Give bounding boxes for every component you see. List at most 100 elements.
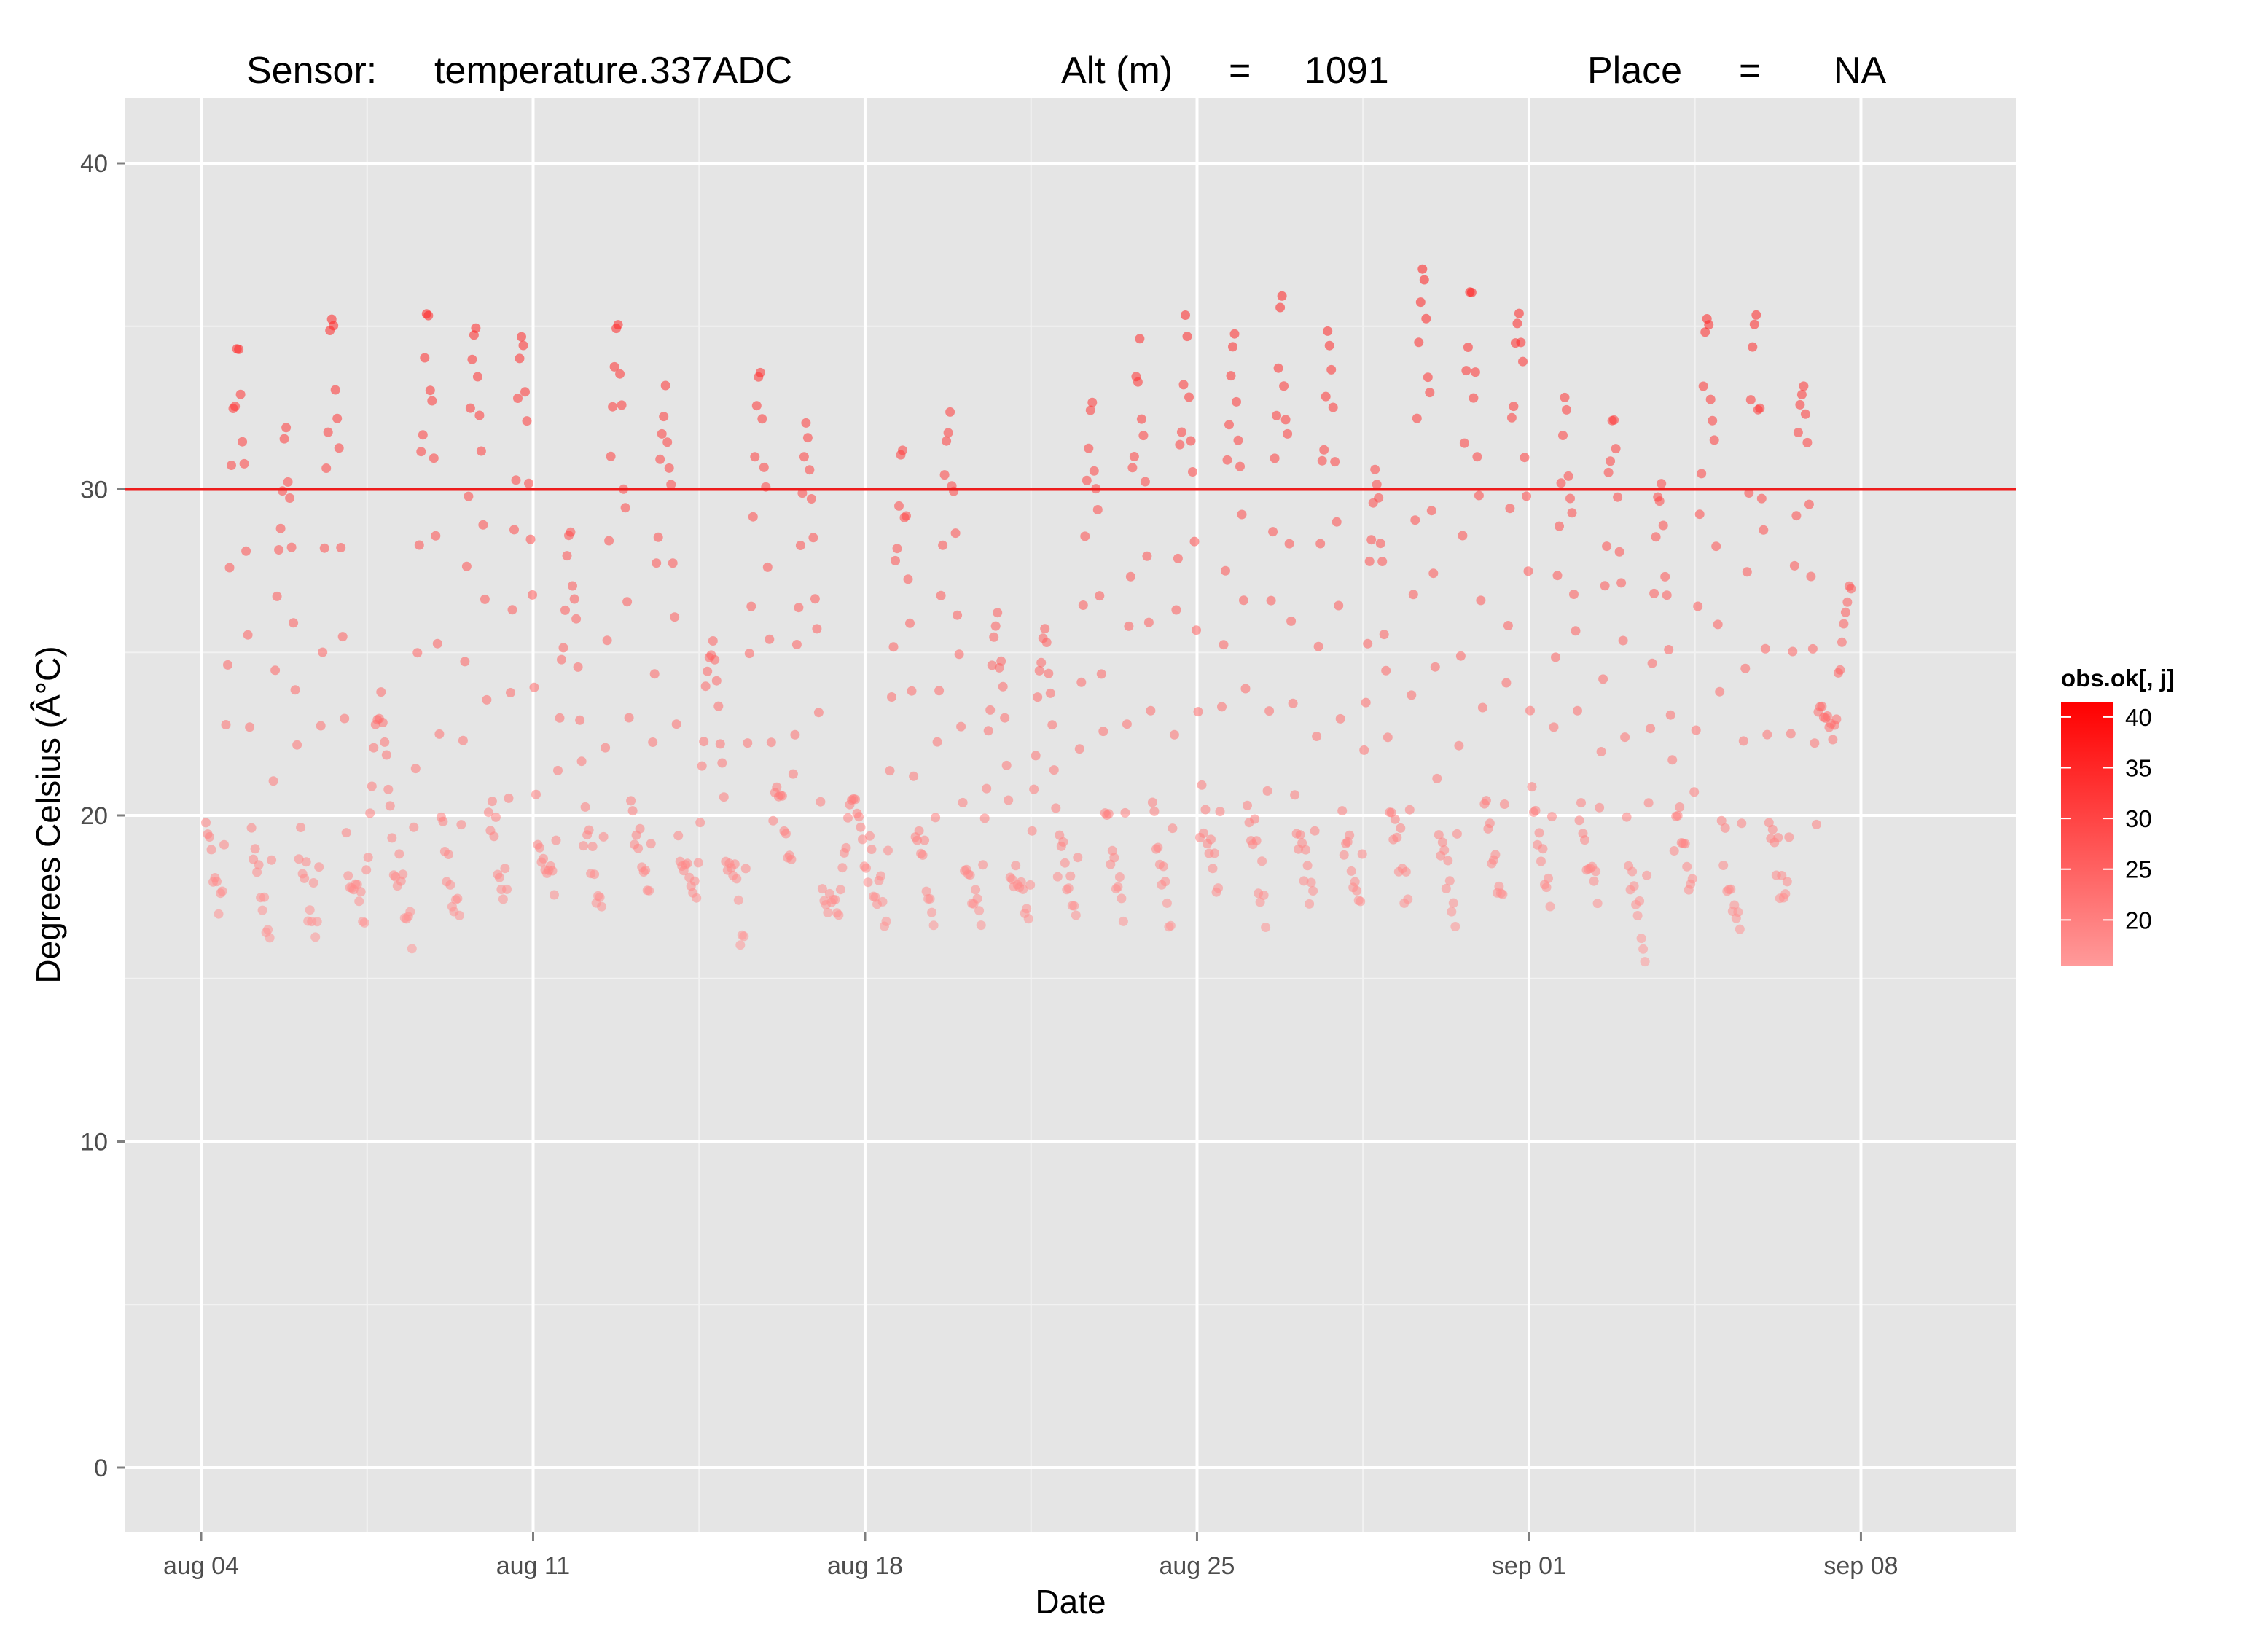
data-point	[608, 402, 618, 412]
data-point	[1811, 819, 1821, 829]
data-point	[1018, 884, 1028, 894]
chart-title: Sensor: temperature.337ADC Alt (m) = 109…	[246, 50, 1887, 92]
data-point	[575, 715, 585, 725]
data-point	[717, 758, 727, 768]
data-point	[1745, 395, 1756, 405]
data-point	[1168, 823, 1178, 834]
data-point	[823, 907, 833, 917]
data-point	[1828, 735, 1838, 745]
data-point	[1694, 509, 1705, 520]
legend-tick-label: 20	[2125, 907, 2152, 934]
data-point	[1476, 595, 1486, 606]
data-point	[1186, 436, 1196, 446]
data-point	[1835, 665, 1845, 675]
data-point	[1031, 751, 1041, 761]
data-point	[1095, 591, 1105, 601]
data-point	[939, 470, 950, 480]
data-point	[750, 452, 760, 462]
data-point	[1837, 637, 1847, 647]
data-point	[597, 901, 607, 912]
data-point	[1122, 719, 1132, 729]
data-point	[275, 523, 286, 533]
data-point	[682, 858, 692, 869]
data-point	[387, 833, 397, 843]
data-point	[1078, 600, 1088, 610]
data-point	[1087, 397, 1098, 407]
data-point	[671, 719, 681, 729]
data-point	[1080, 531, 1090, 541]
data-point	[1791, 511, 1802, 521]
data-point	[1660, 571, 1670, 582]
data-point	[609, 361, 619, 372]
data-point	[551, 835, 561, 845]
data-point	[227, 461, 236, 470]
data-point	[1600, 581, 1610, 591]
data-point	[993, 608, 1003, 618]
data-point	[834, 910, 844, 920]
data-point	[998, 681, 1008, 692]
data-point	[806, 494, 816, 504]
data-point	[1839, 619, 1849, 629]
data-point	[1302, 861, 1313, 871]
data-point	[1470, 367, 1480, 377]
data-point	[1544, 873, 1553, 883]
data-point	[1149, 806, 1160, 816]
data-point	[438, 816, 448, 826]
data-point	[1184, 392, 1194, 402]
data-point	[644, 885, 654, 896]
data-point	[1129, 452, 1139, 461]
data-point	[1603, 467, 1614, 477]
data-point	[877, 896, 888, 907]
data-point	[1759, 525, 1769, 535]
data-point	[888, 642, 899, 652]
data-point	[1439, 845, 1450, 855]
data-point	[214, 909, 224, 919]
data-point	[914, 826, 924, 836]
data-point	[219, 839, 229, 850]
data-point	[1326, 364, 1337, 375]
data-point	[1222, 455, 1232, 465]
legend-title: obs.ok[, j]	[2061, 665, 2175, 692]
data-point	[385, 801, 395, 811]
data-point	[1217, 702, 1227, 712]
data-point	[369, 743, 379, 753]
data-point	[1565, 493, 1575, 504]
data-point	[423, 310, 434, 321]
data-point	[772, 782, 782, 792]
data-point	[515, 353, 525, 364]
data-point	[1337, 806, 1348, 816]
y-tick-label: 40	[80, 150, 108, 178]
data-point	[1146, 705, 1156, 716]
data-point	[953, 610, 963, 620]
title-sensor-label: Sensor:	[246, 50, 377, 92]
data-point	[1189, 536, 1200, 547]
data-point	[1560, 392, 1570, 402]
data-point	[1842, 597, 1853, 607]
data-point	[1381, 665, 1391, 676]
data-point	[985, 705, 996, 715]
data-point	[664, 463, 674, 473]
data-point	[472, 372, 482, 382]
data-point	[1563, 471, 1573, 481]
data-point	[673, 831, 684, 841]
data-point	[1642, 870, 1652, 880]
data-point	[243, 630, 253, 640]
data-point	[1609, 415, 1619, 425]
data-point	[504, 793, 514, 803]
data-point	[1383, 732, 1393, 743]
data-point	[898, 445, 907, 455]
data-point	[1432, 773, 1442, 783]
data-point	[1795, 399, 1805, 410]
data-point	[692, 893, 702, 903]
data-point	[835, 885, 845, 895]
data-point	[1463, 343, 1473, 352]
data-point	[1807, 643, 1818, 654]
data-point	[1527, 782, 1537, 792]
data-point	[483, 807, 493, 818]
data-point	[1052, 872, 1063, 882]
data-point	[1780, 889, 1791, 899]
data-point	[1224, 420, 1234, 430]
data-point	[571, 614, 582, 624]
data-point	[1272, 410, 1282, 420]
data-point	[979, 813, 990, 823]
